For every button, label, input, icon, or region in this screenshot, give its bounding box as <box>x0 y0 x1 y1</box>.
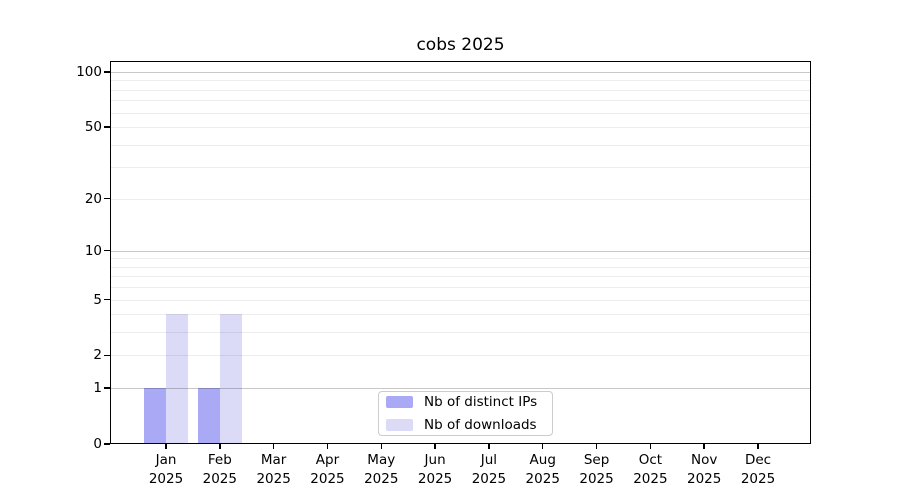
major-gridline-100 <box>111 72 810 73</box>
month-label: Oct <box>638 452 663 468</box>
minor-gridline-3 <box>111 332 810 334</box>
month-label: Feb <box>207 452 232 468</box>
x-axis-tick-jan <box>165 444 167 449</box>
y-axis-tick-label-10: 10 <box>84 242 102 259</box>
x-axis-tick-jul <box>488 444 490 449</box>
x-axis-tick-nov <box>703 444 705 449</box>
y-axis-tick-label-5: 5 <box>93 291 102 308</box>
x-axis-tick-label-oct: Oct 2025 <box>618 451 682 489</box>
x-axis-tick-label-feb: Feb 2025 <box>188 451 252 489</box>
x-axis-tick-apr <box>326 444 329 449</box>
y-axis-tick-10 <box>104 249 110 252</box>
y-axis-tick-label-0: 0 <box>93 436 102 452</box>
y-axis-tick-2 <box>104 354 110 357</box>
legend: Nb of distinct IPs Nb of downloads <box>378 391 553 436</box>
legend-label: Nb of distinct IPs <box>424 394 538 410</box>
bar-nb-of-distinct-ips-feb <box>197 388 220 444</box>
y-axis-tick-20 <box>104 197 110 200</box>
minor-gridline-6 <box>111 287 810 289</box>
year-label: 2025 <box>687 471 722 487</box>
x-axis-tick-mar <box>272 444 275 449</box>
y-axis-tick-5 <box>104 298 110 301</box>
legend-entry-nb-of-downloads: Nb of downloads <box>386 417 552 433</box>
month-label: Mar <box>260 452 287 468</box>
y-axis-tick-50 <box>104 126 110 128</box>
month-label: Aug <box>529 452 556 468</box>
chart-title: cobs 2025 <box>416 35 505 55</box>
minor-gridline-7 <box>111 276 810 278</box>
legend-entry-nb-of-distinct-ips: Nb of distinct IPs <box>386 394 552 410</box>
y-axis-tick-label-1: 1 <box>93 380 102 397</box>
x-axis-tick-jun <box>434 444 436 449</box>
minor-gridline-9 <box>111 258 810 260</box>
x-axis-tick-label-apr: Apr 2025 <box>295 451 359 489</box>
x-axis-tick-label-may: May 2025 <box>349 451 413 489</box>
x-axis-tick-may <box>380 444 383 449</box>
x-axis-tick-label-nov: Nov 2025 <box>672 451 736 489</box>
bar-nb-of-downloads-jan <box>166 314 188 444</box>
minor-gridline-90 <box>111 80 810 82</box>
y-axis-tick-1 <box>104 387 110 389</box>
year-label: 2025 <box>471 471 507 487</box>
year-label: 2025 <box>740 471 776 487</box>
minor-gridline-8 <box>111 266 810 268</box>
minor-gridline-2 <box>111 355 810 357</box>
x-axis-tick-label-jun: Jun 2025 <box>403 451 467 489</box>
minor-gridline-80 <box>111 89 810 91</box>
year-label: 2025 <box>364 471 399 487</box>
y-axis-tick-label-50: 50 <box>84 119 102 136</box>
y-axis-tick-100 <box>104 71 110 73</box>
year-label: 2025 <box>256 471 291 487</box>
year-label: 2025 <box>633 471 668 487</box>
year-label: 2025 <box>148 471 184 487</box>
major-gridline-10 <box>111 250 810 252</box>
legend-label: Nb of downloads <box>424 417 537 433</box>
x-axis-tick-label-mar: Mar 2025 <box>242 451 306 489</box>
major-gridline-1 <box>111 388 810 390</box>
y-axis-tick-label-2: 2 <box>93 347 102 364</box>
x-axis-tick-oct <box>649 444 652 449</box>
y-axis-tick-0 <box>104 443 110 445</box>
year-label: 2025 <box>417 471 453 487</box>
x-axis-tick-dec <box>757 444 759 449</box>
legend-swatch-nb-of-downloads <box>386 419 413 431</box>
bar-nb-of-distinct-ips-jan <box>144 388 166 444</box>
year-label: 2025 <box>310 471 345 487</box>
month-label: Jun <box>424 452 446 468</box>
minor-gridline-70 <box>111 100 810 102</box>
x-axis-tick-feb <box>219 444 221 449</box>
minor-gridline-30 <box>111 167 810 169</box>
legend-swatch-nb-of-distinct-ips <box>386 396 413 408</box>
x-axis-tick-label-jul: Jul 2025 <box>457 451 521 489</box>
month-label: Jan <box>155 452 177 468</box>
month-label: May <box>367 452 396 468</box>
month-label: Dec <box>744 452 772 468</box>
month-label: Jul <box>480 452 498 468</box>
year-label: 2025 <box>579 471 614 487</box>
minor-gridline-4 <box>111 314 810 316</box>
minor-gridline-5 <box>111 299 810 301</box>
x-axis-tick-label-aug: Aug 2025 <box>511 451 575 489</box>
x-axis-tick-sep <box>595 444 598 449</box>
y-axis-tick-label-100: 100 <box>76 64 102 80</box>
minor-gridline-50 <box>111 127 810 129</box>
year-label: 2025 <box>525 471 560 487</box>
x-axis-tick-aug <box>541 444 544 449</box>
bar-nb-of-downloads-feb <box>219 314 242 444</box>
y-axis-tick-label-20: 20 <box>84 190 102 207</box>
x-axis-tick-label-dec: Dec 2025 <box>726 451 790 489</box>
x-axis-tick-label-sep: Sep 2025 <box>565 451 629 489</box>
minor-gridline-40 <box>111 144 810 146</box>
minor-gridline-20 <box>111 198 810 200</box>
month-label: Sep <box>583 452 610 468</box>
minor-gridline-60 <box>111 112 810 114</box>
year-label: 2025 <box>202 471 237 487</box>
month-label: Apr <box>315 452 340 468</box>
month-label: Nov <box>691 452 718 468</box>
x-axis-tick-label-jan: Jan 2025 <box>134 451 198 489</box>
